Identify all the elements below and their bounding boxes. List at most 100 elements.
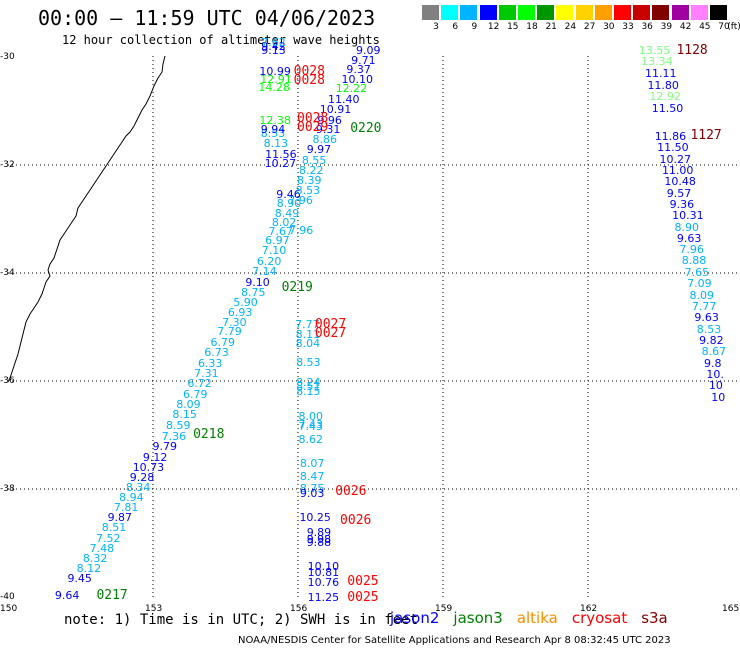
wave-height-value: 8.04 — [295, 337, 321, 351]
wave-height-value: 11.56 — [265, 147, 297, 161]
legend-entry-s3a: s3a — [641, 609, 668, 627]
color-scale-label: 27 — [583, 22, 596, 32]
wave-height-value: 8.90 — [674, 220, 700, 234]
wave-height-value: 7.52 — [95, 531, 121, 545]
pass-time-label: 0220 — [350, 121, 382, 137]
pass-time-label: 0217 — [96, 587, 128, 603]
wave-height-value: 8.47 — [299, 470, 325, 484]
longitude-label: 156 — [290, 604, 308, 614]
credit-line: NOAA/NESDIS Center for Satellite Applica… — [238, 635, 671, 646]
pass-time-label: 0027 — [314, 326, 347, 342]
wave-height-value: 7.43 — [298, 417, 323, 431]
map-title: 00:00 – 11:59 UTC 04/06/2023 — [38, 6, 376, 30]
wave-height-value: 9.57 — [666, 186, 692, 200]
pass-time-label: 0026 — [335, 483, 367, 499]
wave-height-value: 9.03 — [299, 487, 325, 501]
wave-height-value: 7.10 — [261, 243, 287, 257]
wave-height-value: 8.39 — [297, 174, 322, 188]
wave-height-value: 10. — [706, 367, 724, 381]
color-scale-label: 42 — [679, 22, 692, 32]
wave-height-value: 10.73 — [132, 460, 165, 474]
color-scale-label: 36 — [641, 22, 653, 32]
wave-height-value: 8.22 — [298, 163, 324, 177]
wave-height-value: 9.36 — [669, 197, 695, 211]
wave-height-value: 9.37 — [346, 62, 371, 76]
legend-entry-cryosat: cryosat — [571, 609, 628, 627]
pass-time-label: 0219 — [281, 280, 313, 296]
wave-height-value: 8.94 — [119, 491, 144, 505]
wave-height-value: 8.07 — [299, 457, 325, 471]
color-scale-swatch — [537, 5, 555, 20]
wave-height-value: 12.38 — [259, 113, 291, 127]
wave-height-value: 11.80 — [647, 78, 679, 92]
legend-entry-jason3: jason3 — [453, 609, 503, 627]
color-scale-label: 24 — [564, 22, 577, 32]
wave-height-value: 9.98 — [306, 532, 332, 546]
wave-height-value: 9.42 — [261, 40, 286, 54]
wave-height-value: 7.36 — [161, 430, 187, 444]
wave-height-value: 7.96 — [679, 243, 704, 257]
wave-height-value: 7.62 — [261, 35, 286, 49]
wave-height-value: 8.12 — [76, 562, 102, 576]
color-scale-label: 12 — [487, 22, 500, 32]
wave-height-value: 9.45 — [67, 572, 92, 586]
wave-height-value: 8.59 — [166, 419, 191, 433]
wave-height-value: 7.14 — [252, 264, 277, 278]
color-scale-swatch — [556, 5, 574, 20]
wave-height-value: 8.75 — [299, 482, 325, 496]
wave-height-value: 12.91 — [260, 73, 292, 87]
wave-height-value: 7.77 — [295, 318, 320, 332]
color-scale-swatch — [575, 5, 593, 20]
wave-height-value: 8.09 — [176, 398, 201, 412]
wave-height-value: 8.09 — [689, 288, 715, 302]
wave-height-value: 8.53 — [296, 356, 321, 370]
color-scale-label: 39 — [660, 22, 673, 32]
wave-height-value: 9.12 — [142, 450, 168, 464]
color-scale-label: 9 — [471, 22, 478, 32]
wave-height-value: 7.43 — [298, 420, 323, 434]
wave-height-value: 8.53 — [295, 183, 321, 197]
wave-height-value: 9.96 — [317, 113, 342, 127]
wave-height-value: 11.50 — [657, 141, 689, 155]
wave-height-value: 9.94 — [260, 122, 286, 136]
color-scale-swatch — [671, 5, 689, 20]
wave-height-value: 6.73 — [204, 345, 229, 359]
wave-height-value: 7.79 — [217, 325, 242, 339]
wave-height-value: 7.81 — [113, 500, 139, 514]
color-scale-label: 33 — [622, 22, 634, 32]
wave-height-value: 8.75 — [240, 285, 266, 299]
wave-height-value: 9.13 — [261, 43, 286, 57]
color-scale-swatch — [518, 5, 535, 20]
wave-height-value: 7.48 — [89, 541, 115, 555]
color-scale-swatch — [441, 5, 459, 20]
latitude-label: -32 — [0, 160, 15, 170]
legend-entry-jason2: jason2 — [390, 609, 440, 627]
footnote: note: 1) Time is in UTC; 2) SWH is in fe… — [64, 612, 419, 628]
pass-time-label: 0218 — [193, 427, 225, 443]
wave-height-value: 9.10 — [245, 275, 270, 289]
wave-height-value: 10 — [708, 379, 723, 393]
pass-time-label: 0026 — [340, 512, 372, 528]
wave-height-value: 11.40 — [327, 93, 360, 107]
color-scale-swatch — [460, 5, 478, 20]
wave-height-value: 7.77 — [691, 299, 717, 313]
color-scale-swatch — [422, 5, 439, 20]
color-scale-unit: (ft) — [727, 22, 740, 32]
color-scale-swatch — [479, 5, 497, 20]
pass-time-label: 1127 — [690, 128, 722, 144]
wave-height-value: 10.91 — [319, 102, 352, 116]
wave-height-value: 8.51 — [101, 521, 127, 535]
coastline — [8, 56, 166, 383]
wave-height-value: 9.63 — [694, 311, 719, 325]
wave-height-value: 10.31 — [672, 209, 704, 223]
longitude-label: 159 — [435, 604, 453, 614]
color-scale-label: 30 — [603, 22, 615, 32]
wave-height-value: 8.62 — [298, 433, 323, 447]
wave-height-value: 11.25 — [307, 591, 340, 604]
wave-height-value: 10.48 — [664, 175, 696, 189]
pass-time-label: 0028 — [297, 111, 329, 127]
wave-height-value: 9.71 — [351, 53, 376, 67]
wave-height-value: 8.34 — [125, 481, 151, 495]
wave-height-value: 8.24 — [296, 376, 321, 390]
wave-height-value: 8.88 — [681, 254, 707, 268]
